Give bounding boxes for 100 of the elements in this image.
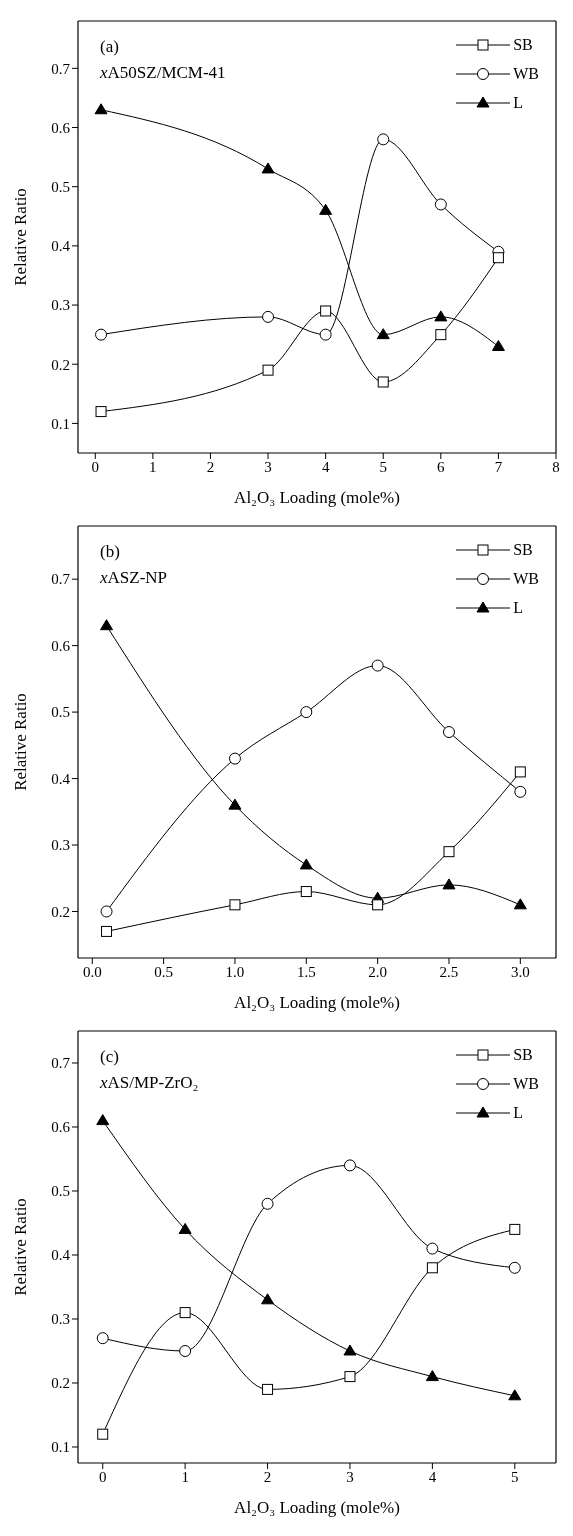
point (299, 858, 313, 870)
y-tick-label: 0.7 (51, 60, 71, 77)
x-axis-title: Al₂O₃ Loading (mole%) (234, 1498, 400, 1517)
x-tick-label: 0.0 (82, 963, 102, 980)
x-tick-label: 6 (437, 458, 446, 475)
x-tick-label: 2 (263, 1468, 272, 1485)
annotation: xA50SZ/MCM-41 (100, 62, 226, 84)
y-tick-label: 0.3 (51, 297, 70, 314)
point (319, 328, 332, 341)
y-tick-label: 0.4 (51, 770, 71, 787)
x-tick-label: 2 (206, 458, 215, 475)
point (229, 899, 241, 911)
x-tick-label: 0 (91, 458, 100, 475)
point (261, 162, 275, 174)
point (371, 659, 384, 672)
point (101, 925, 113, 937)
point (100, 619, 114, 631)
point (434, 198, 447, 211)
point (228, 752, 241, 765)
x-tick-label: 0 (98, 1468, 107, 1485)
point (262, 364, 274, 376)
y-tick-label: 0.3 (51, 1311, 70, 1328)
point (508, 1389, 522, 1401)
point (319, 203, 333, 215)
legend-label: SB (513, 540, 533, 559)
point (300, 886, 312, 898)
annotation: (a) (100, 36, 120, 58)
x-tick-label: 4 (428, 1468, 437, 1485)
annotation: (b) (100, 541, 121, 563)
point (178, 1222, 192, 1234)
legend-label: SB (513, 35, 533, 54)
point (343, 1159, 356, 1172)
y-axis-title: Relative Ratio (11, 1198, 31, 1296)
point (97, 1428, 109, 1440)
y-tick-label: 0.1 (51, 1439, 70, 1456)
x-tick-label: 2.0 (368, 963, 388, 980)
point (513, 898, 527, 910)
x-tick-label: 1.0 (225, 963, 245, 980)
y-tick-label: 0.2 (51, 1375, 70, 1392)
x-tick-label: 5 (511, 1468, 519, 1485)
y-tick-label: 0.5 (51, 704, 70, 721)
y-tick-label: 0.1 (51, 415, 70, 432)
y-axis-title: Relative Ratio (11, 188, 31, 286)
point (508, 1261, 521, 1274)
point (372, 899, 384, 911)
point (443, 846, 455, 858)
point (96, 1114, 110, 1126)
legend-label: WB (513, 64, 539, 83)
y-tick-label: 0.4 (51, 238, 71, 255)
y-tick-label: 0.7 (51, 1055, 71, 1072)
legend-label: WB (513, 1074, 539, 1093)
point (262, 1383, 274, 1395)
point (426, 1242, 439, 1255)
point (377, 133, 390, 146)
y-tick-label: 0.5 (51, 1183, 70, 1200)
x-tick-label: 8 (552, 458, 560, 475)
x-tick-label: 0.5 (154, 963, 173, 980)
point (95, 406, 107, 418)
point (300, 706, 313, 719)
point (435, 329, 447, 341)
legend-label: SB (513, 1045, 533, 1064)
x-tick-label: 4 (321, 458, 330, 475)
point (261, 1293, 275, 1305)
y-tick-label: 0.2 (51, 903, 70, 920)
annotation: xAS/MP-ZrO₂ (100, 1072, 199, 1094)
point (442, 726, 455, 739)
point (442, 878, 456, 890)
point (343, 1344, 357, 1356)
y-tick-label: 0.6 (51, 637, 71, 654)
point (261, 1197, 274, 1210)
point (491, 339, 505, 351)
point (94, 103, 108, 115)
point (179, 1307, 191, 1319)
point (426, 1262, 438, 1274)
legend-label: WB (513, 569, 539, 588)
annotation: (c) (100, 1046, 120, 1068)
legend-label: L (513, 598, 523, 617)
x-tick-label: 1 (181, 1468, 189, 1485)
point (228, 798, 242, 810)
point (179, 1345, 192, 1357)
x-axis-title: Al₂O₃ Loading (mole%) (234, 993, 400, 1012)
x-tick-label: 2.5 (439, 963, 459, 980)
annotation: xASZ-NP (100, 567, 168, 589)
point (514, 785, 527, 798)
point (434, 310, 448, 322)
point (492, 252, 504, 264)
point (95, 328, 108, 341)
point (425, 1370, 439, 1382)
x-tick-label: 7 (494, 458, 503, 475)
point (96, 1332, 109, 1345)
y-tick-label: 0.2 (51, 356, 70, 373)
point (514, 766, 526, 778)
y-axis-title: Relative Ratio (11, 693, 31, 791)
point (377, 376, 389, 388)
point (344, 1371, 356, 1383)
legend-label: L (513, 1103, 523, 1122)
x-tick-label: 5 (379, 458, 387, 475)
y-tick-label: 0.6 (51, 1119, 71, 1136)
x-tick-label: 1 (149, 458, 157, 475)
y-tick-label: 0.7 (51, 571, 71, 588)
